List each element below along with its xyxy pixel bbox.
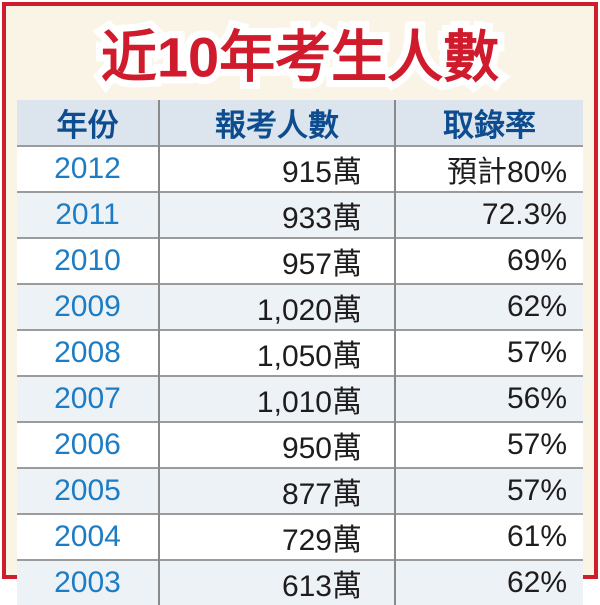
cell-applicants: 613萬 (159, 559, 396, 605)
table-row: 2012 915萬 預計80% (17, 145, 583, 192)
cell-applicants: 950萬 (159, 421, 396, 468)
cell-year: 2011 (17, 191, 160, 238)
cell-year: 2006 (17, 421, 160, 468)
cell-applicants: 1,020萬 (159, 283, 396, 330)
cell-applicants: 915萬 (159, 145, 396, 192)
table-row: 2009 1,020萬 62% (17, 283, 583, 330)
cell-rate: 預計80% (395, 145, 583, 192)
header-row: 年份 報考人數 取錄率 (17, 100, 583, 146)
cell-applicants: 1,010萬 (159, 375, 396, 422)
table-row: 2008 1,050萬 57% (17, 329, 583, 376)
cell-year: 2009 (17, 283, 160, 330)
cell-applicants: 957萬 (159, 237, 396, 284)
cell-year: 2004 (17, 513, 160, 560)
table-row: 2011 933萬 72.3% (17, 191, 583, 238)
cell-rate: 57% (395, 329, 583, 376)
table-header: 年份 報考人數 取錄率 (17, 100, 583, 146)
page-title-outline: 近10年考生人數 (94, 19, 506, 96)
cell-rate: 57% (395, 421, 583, 468)
cell-year: 2007 (17, 375, 160, 422)
cell-applicants: 877萬 (159, 467, 396, 514)
cell-year: 2005 (17, 467, 160, 514)
table-row: 2006 950萬 57% (17, 421, 583, 468)
column-header-year: 年份 (17, 100, 160, 146)
cell-year: 2012 (17, 145, 160, 192)
cell-rate: 61% (395, 513, 583, 560)
table-row: 2003 613萬 62% (17, 559, 583, 605)
table-row: 2005 877萬 57% (17, 467, 583, 514)
column-header-applicants: 報考人數 (159, 100, 396, 146)
cell-applicants: 933萬 (159, 191, 396, 238)
cell-rate: 62% (395, 283, 583, 330)
page-title: 近10年考生人數 近10年考生人數 (6, 6, 594, 100)
cell-rate: 57% (395, 467, 583, 514)
cell-rate: 72.3% (395, 191, 583, 238)
cell-applicants: 1,050萬 (159, 329, 396, 376)
cell-year: 2003 (17, 559, 160, 605)
table-row: 2004 729萬 61% (17, 513, 583, 560)
page-title-text: 近10年考生人數 (100, 25, 500, 89)
cell-rate: 69% (395, 237, 583, 284)
cell-year: 2010 (17, 237, 160, 284)
cell-rate: 62% (395, 559, 583, 605)
table-row: 2010 957萬 69% (17, 237, 583, 284)
candidates-table: 年份 報考人數 取錄率 2012 915萬 預計80% 2011 933萬 72.3% 20… (17, 100, 583, 605)
cell-applicants: 729萬 (159, 513, 396, 560)
cell-year: 2008 (17, 329, 160, 376)
cell-rate: 56% (395, 375, 583, 422)
table-row: 2007 1,010萬 56% (17, 375, 583, 422)
column-header-rate: 取錄率 (395, 100, 583, 146)
table-body: 2012 915萬 預計80% 2011 933萬 72.3% 2010 957萬 69% 200… (17, 145, 583, 605)
